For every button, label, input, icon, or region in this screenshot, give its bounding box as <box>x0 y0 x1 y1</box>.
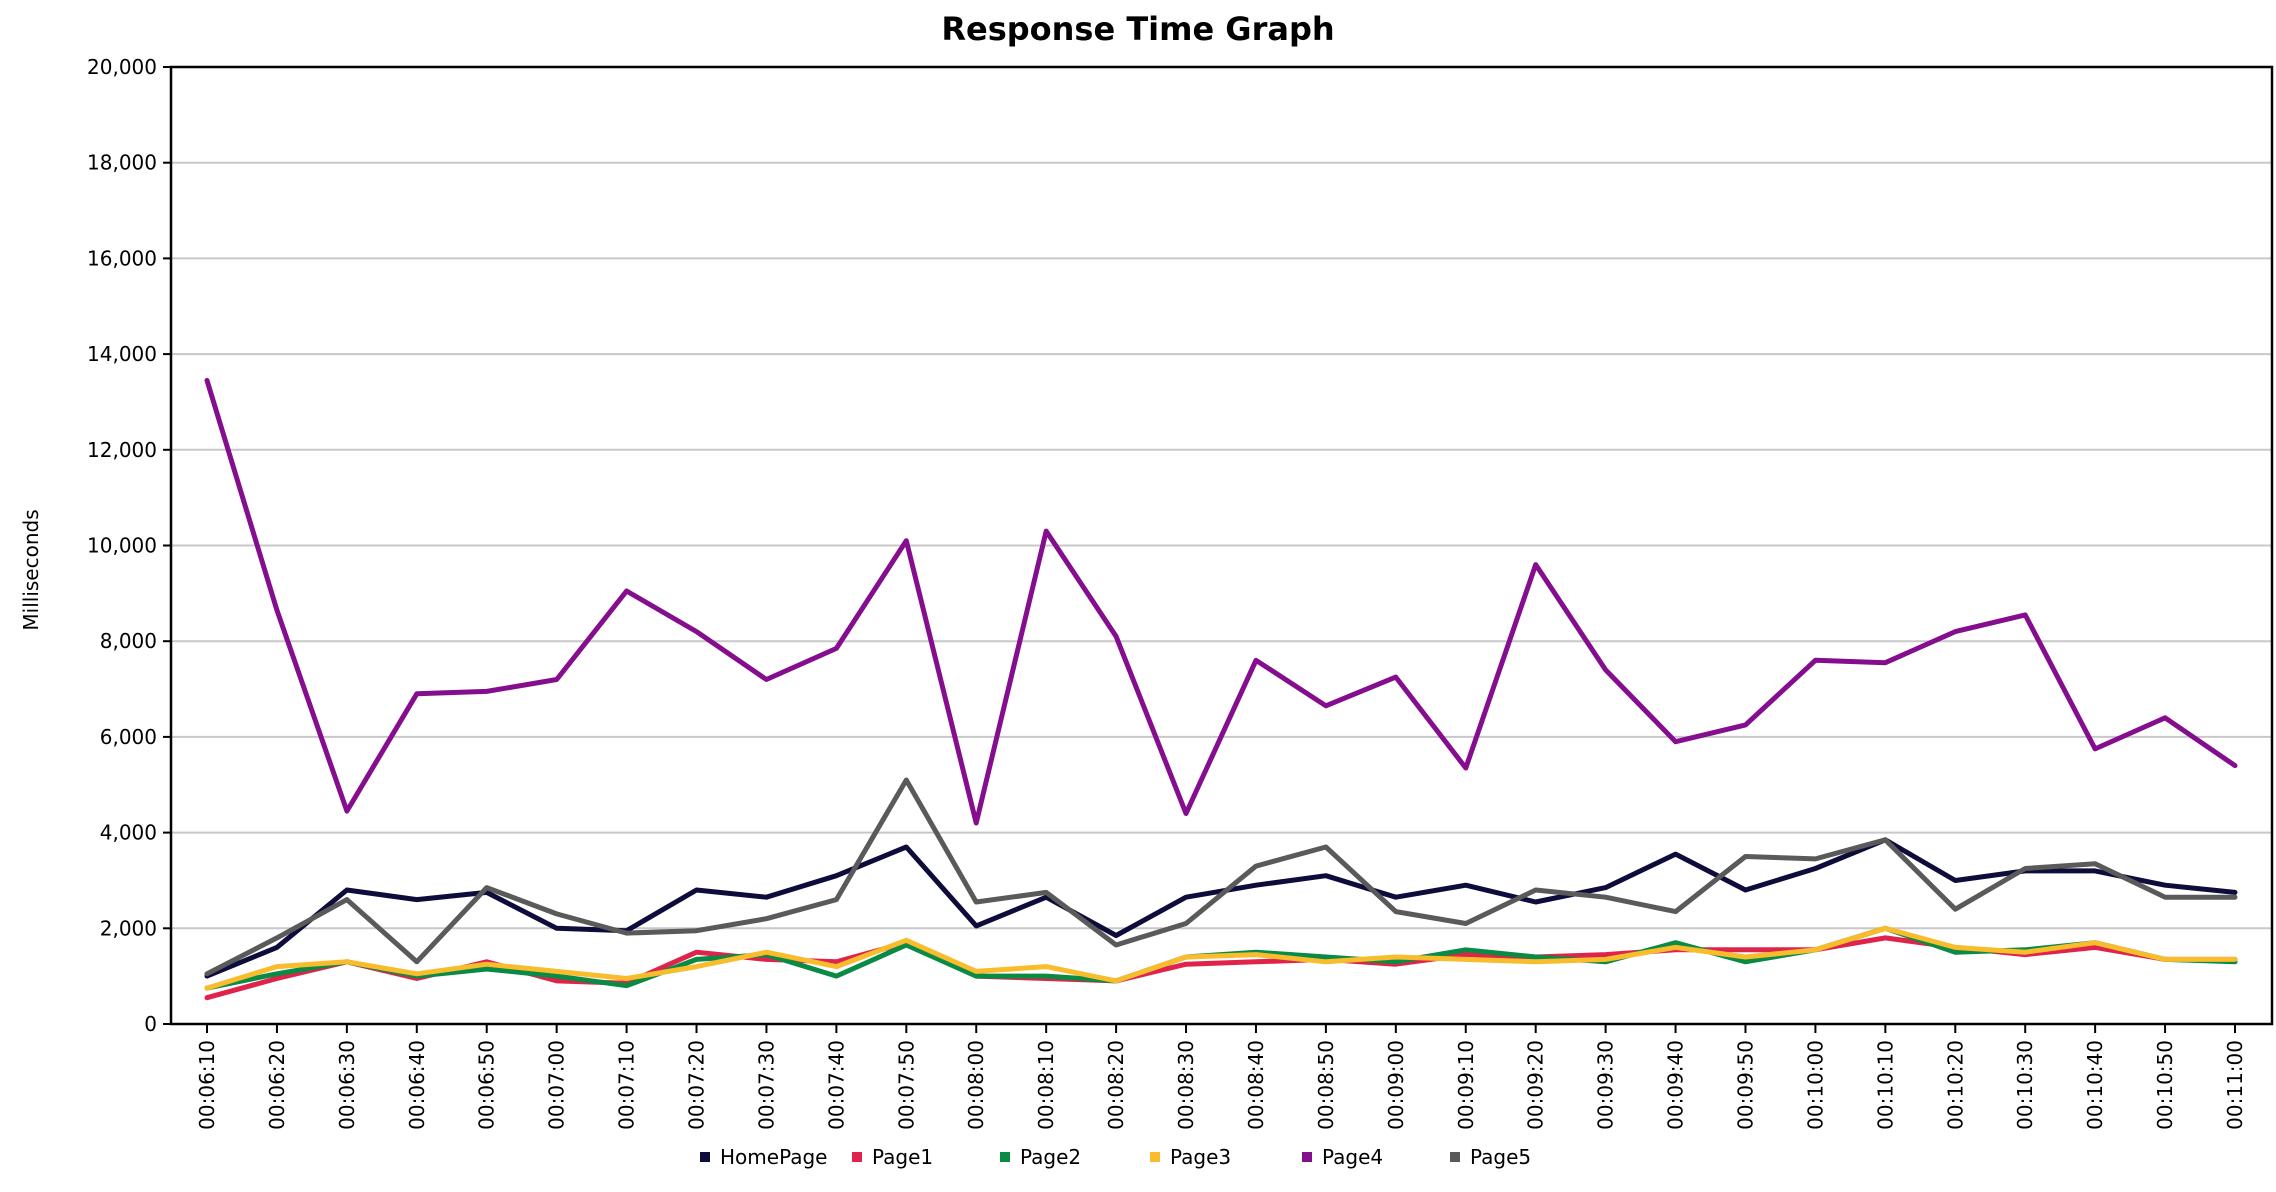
x-tick-label: 00:09:20 <box>1524 1040 1548 1130</box>
legend-swatch <box>1150 1152 1160 1162</box>
legend-swatch <box>1302 1152 1312 1162</box>
plot-area-border <box>169 65 2274 1026</box>
x-tick-label: 00:09:50 <box>1733 1040 1757 1130</box>
legend-label: Page1 <box>872 1145 933 1169</box>
legend-swatch <box>1450 1152 1460 1162</box>
x-tick-label: 00:08:00 <box>964 1040 988 1130</box>
series-lines <box>204 377 2238 1001</box>
y-axis-ticks: 0 2,000 4,000 6,000 8,000 10,000 12,000 14,000 1… <box>87 55 171 1036</box>
y-tick-label: 2,000 <box>100 916 157 940</box>
x-tick-label: 00:08:50 <box>1314 1040 1338 1130</box>
x-tick-label: 00:10:20 <box>1943 1040 1967 1130</box>
legend-label: Page3 <box>1170 1145 1231 1169</box>
y-tick-label: 20,000 <box>87 55 157 79</box>
chart-title: Response Time Graph <box>941 10 1334 48</box>
x-tick-label: 00:08:30 <box>1174 1040 1198 1130</box>
x-tick-label: 00:08:10 <box>1034 1040 1058 1130</box>
x-tick-label: 00:06:10 <box>195 1040 219 1130</box>
x-tick-label: 00:10:50 <box>2153 1040 2177 1130</box>
legend-swatch <box>1000 1152 1010 1162</box>
legend: HomePage Page1 Page2 Page3 Page4 Page5 <box>700 1145 1531 1169</box>
y-tick-label: 18,000 <box>87 151 157 175</box>
y-tick-label: 8,000 <box>100 629 157 653</box>
x-tick-label: 00:06:40 <box>405 1040 429 1130</box>
x-axis-ticks: 00:06:10 00:06:20 00:06:30 00:06:40 00:06:50… <box>195 1024 2247 1130</box>
series-line-page4 <box>204 377 2238 826</box>
series-line-homepage <box>204 837 2238 979</box>
y-tick-label: 16,000 <box>87 246 157 270</box>
x-tick-label: 00:07:50 <box>894 1040 918 1130</box>
x-tick-label: 00:09:30 <box>1594 1040 1618 1130</box>
x-tick-label: 00:10:10 <box>1873 1040 1897 1130</box>
x-tick-label: 00:08:20 <box>1104 1040 1128 1130</box>
x-tick-label: 00:11:00 <box>2223 1040 2247 1130</box>
x-tick-label: 00:07:20 <box>685 1040 709 1130</box>
y-tick-label: 0 <box>144 1012 157 1036</box>
x-tick-label: 00:06:20 <box>265 1040 289 1130</box>
x-tick-label: 00:06:50 <box>475 1040 499 1130</box>
x-tick-label: 00:09:10 <box>1454 1040 1478 1130</box>
legend-label: Page4 <box>1322 1145 1383 1169</box>
series-line-page5 <box>204 777 2238 977</box>
series-line-page1 <box>204 935 2238 1001</box>
y-tick-label: 6,000 <box>100 725 157 749</box>
y-axis-label: Milliseconds <box>19 509 43 630</box>
x-tick-label: 00:07:10 <box>615 1040 639 1130</box>
y-tick-label: 12,000 <box>87 438 157 462</box>
legend-label: HomePage <box>720 1145 827 1169</box>
x-tick-label: 00:10:00 <box>1803 1040 1827 1130</box>
x-tick-label: 00:09:00 <box>1384 1040 1408 1130</box>
legend-swatch <box>700 1152 710 1162</box>
x-tick-label: 00:07:30 <box>754 1040 778 1130</box>
x-tick-label: 00:08:40 <box>1244 1040 1268 1130</box>
x-tick-label: 00:06:30 <box>335 1040 359 1130</box>
legend-label: Page5 <box>1470 1145 1531 1169</box>
x-tick-label: 00:07:40 <box>824 1040 848 1130</box>
legend-label: Page2 <box>1020 1145 1081 1169</box>
x-tick-label: 00:10:30 <box>2013 1040 2037 1130</box>
y-tick-label: 14,000 <box>87 342 157 366</box>
x-tick-label: 00:09:40 <box>1664 1040 1688 1130</box>
x-tick-label: 00:07:00 <box>545 1040 569 1130</box>
series-line-page3 <box>204 925 2238 991</box>
legend-swatch <box>852 1152 862 1162</box>
y-tick-label: 4,000 <box>100 821 157 845</box>
gridlines <box>171 161 2272 930</box>
y-tick-label: 10,000 <box>87 534 157 558</box>
x-tick-label: 00:10:40 <box>2083 1040 2107 1130</box>
